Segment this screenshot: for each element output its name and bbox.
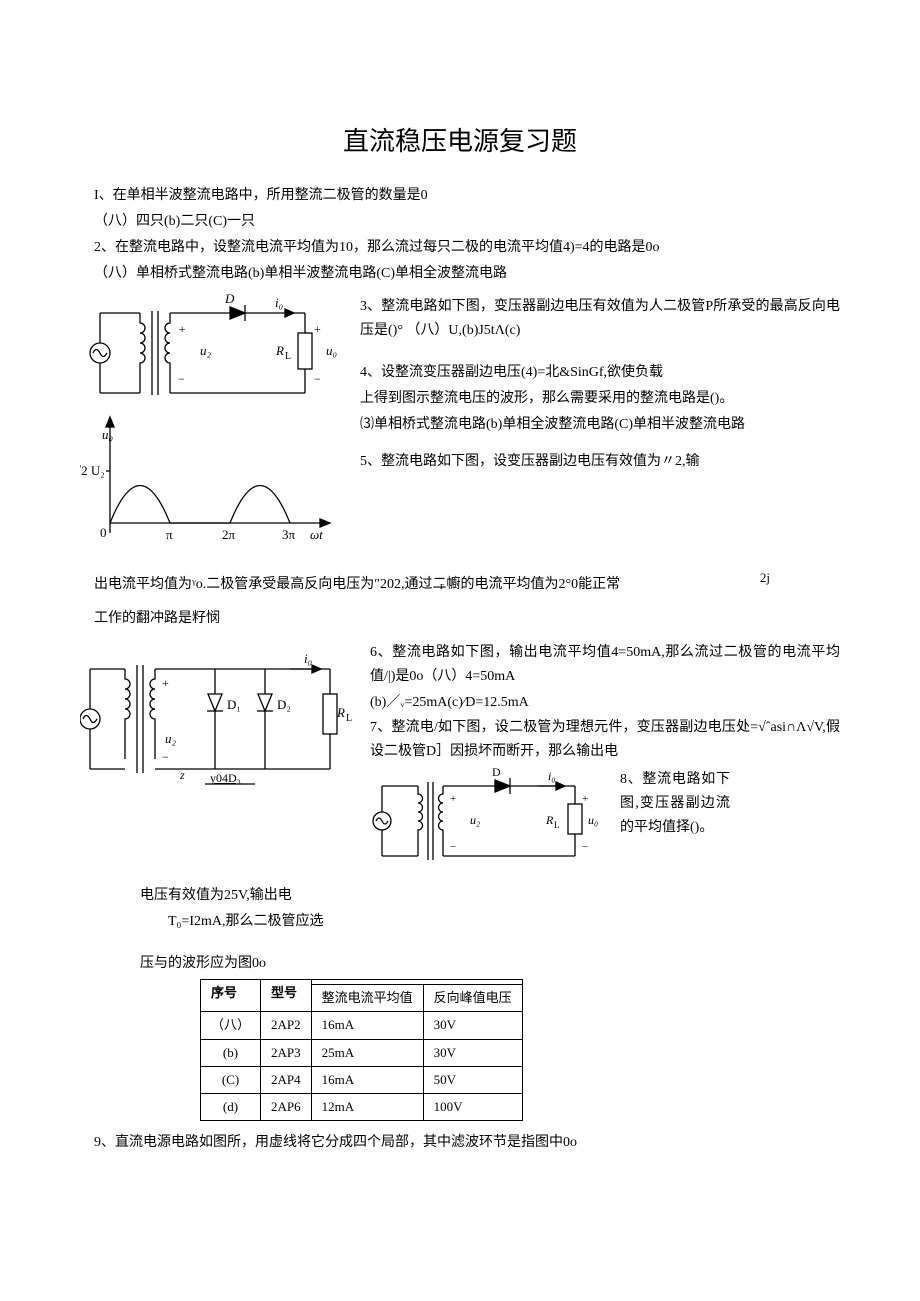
figure-rectifier-waveform: + − + − D i₀ u₂ R L u₀ [80,293,350,563]
q5-lead: 5、整流电路如下图，设变压器副边电压有效值为〃2,输 [360,450,840,474]
svg-text:u₀: u₀ [102,427,113,442]
svg-text:y04D₃: y04D₃ [210,771,241,785]
q4-c: ⑶单相桥式整流电路(b)单相全波整流电路(C)单相半波整流电路 [360,413,840,437]
q3-q5-block: + − + − D i₀ u₂ R L u₀ [80,293,840,563]
cell: 30V [423,1039,522,1066]
q8-row: D i₀ + − + − u₂ RL u₀ 8、整流电路如下图,变压器副边流的平… [370,766,840,876]
q5-tail: 工作的翻冲路是籽悯 [80,607,840,631]
q6-a: 6、整流电路如下图，输出电流平均值4=50mA,那么流过二极管的电流平均值/|)… [370,641,840,689]
svg-text:+: + [314,322,321,336]
q1-opts: （八）四只(b)二只(C)一只 [80,210,840,234]
svg-text:√2 U₂: √2 U₂ [80,463,105,478]
svg-text:u₀: u₀ [326,343,337,358]
table-row: （八） 2AP2 16mA 30V [201,1012,523,1039]
cell: 2AP6 [261,1093,312,1120]
svg-text:π: π [166,527,173,542]
cell: 100V [423,1093,522,1120]
svg-text:2π: 2π [222,527,236,542]
svg-text:+: + [178,322,186,336]
svg-text:−: − [178,372,185,386]
q9-text: 9、直流电源电路如图所，用虚线将它分成四个局部，其中滤波环节是指图中0o [80,1131,840,1155]
q4-b: 上得到图示整流电压的波形，那么需要采用的整流电路是()。 [360,387,840,411]
q5-sub: r [440,577,444,596]
cell: 16mA [311,1066,423,1093]
svg-text:+: + [582,793,588,805]
th-vrev: 反向峰值电压 [423,985,522,1012]
q8-a: 8、整流电路如下图,变压器副边流的平均值择()。 [620,768,730,839]
svg-text:u₂: u₂ [165,731,177,746]
cell: 2AP2 [261,1012,312,1039]
cell: （八） [201,1012,261,1039]
page-title: 直流稳压电源复习题 [80,120,840,164]
th-iavg: 整流电流平均值 [311,985,423,1012]
svg-text:u₂: u₂ [200,343,212,358]
th-model: 型号 [261,980,312,1012]
svg-text:z: z [179,768,185,782]
cell: 16mA [311,1012,423,1039]
svg-text:u₀: u₀ [588,813,598,827]
svg-text:i₀: i₀ [548,769,556,783]
cell: 25mA [311,1039,423,1066]
table-row: (d) 2AP6 12mA 100V [201,1093,523,1120]
svg-text:D: D [224,293,235,306]
svg-text:D: D [492,766,501,779]
q6-q7-block: + − u₂ z D₁ D₂ y04D₃ RL i₀ 6、整流电路如下图，输出电… [80,639,840,876]
q2-opts: （八）单相桥式整流电路(b)单相半波整流电路(C)单相全波整流电路 [80,262,840,286]
cell: 12mA [311,1093,423,1120]
q6-b: (b)／ᵥ=25mA(c)⁄D=12.5mA [370,691,840,715]
svg-text:3π: 3π [282,527,296,542]
q8-left-a: 电压有效值为25V,输出电 [140,884,840,908]
svg-text:R: R [275,343,284,358]
svg-text:i₀: i₀ [275,295,283,310]
cell: 2AP3 [261,1039,312,1066]
svg-text:−: − [450,841,456,853]
svg-text:L: L [285,351,291,362]
svg-text:u₂: u₂ [470,813,480,827]
table-intro: 压与的波形应为图0o [140,952,840,976]
svg-text:0: 0 [100,525,107,540]
q7-text: 7、整流电/如下图，设二极管为理想元件，变压器副边电压处=√ˆasi∩Λ√V,假… [370,716,840,764]
q5-frac-top: 2j [760,567,770,589]
svg-text:L: L [346,713,352,724]
table-row: (C) 2AP4 16mA 50V [201,1066,523,1093]
svg-text:+: + [162,676,169,690]
svg-text:L: L [554,820,560,830]
cell: 50V [423,1066,522,1093]
q2-text: 2、在整流电路中，设整流电流平均值为10，那么流过每只二极的电流平均值4)=4的… [80,236,840,260]
cell: (d) [201,1093,261,1120]
svg-text:i₀: i₀ [304,651,312,666]
q5-body: 出电流平均值为ᵞo.二极管承受最高反向电压为″202,通过二幮的电流平均值为2°… [80,573,840,597]
svg-text:−: − [162,750,169,764]
svg-text:ωt: ωt [310,527,323,542]
cell: (b) [201,1039,261,1066]
q1-text: I、在单相半波整流电路中，所用整流二极管的数量是0 [80,184,840,208]
cell: 2AP4 [261,1066,312,1093]
svg-text:R: R [545,813,554,827]
th-seq: 序号 [201,980,261,1012]
svg-text:−: − [314,372,321,386]
q3-text: 3、整流电路如下图，变压器副边电压有效值为人二极管P所承受的最高反向电压是()°… [360,295,840,343]
figure-bridge: + − u₂ z D₁ D₂ y04D₃ RL i₀ [80,639,360,809]
cell: 30V [423,1012,522,1039]
svg-text:D₂: D₂ [277,697,291,712]
cell: (C) [201,1066,261,1093]
q8-left-b: T₀=I2mA,那么二极管应选 [140,910,840,934]
content-body: I、在单相半波整流电路中，所用整流二极管的数量是0 （八）四只(b)二只(C)一… [80,184,840,1154]
diode-spec-table: 序号 型号 整流电流平均值 反向峰值电压 （八） 2AP2 16mA 30V (… [200,979,523,1120]
figure-halfwave-small: D i₀ + − + − u₂ RL u₀ [370,766,600,876]
table-row: (b) 2AP3 25mA 30V [201,1039,523,1066]
svg-text:+: + [450,793,456,805]
svg-text:−: − [582,841,588,853]
q4-a: 4、设整流变压器副边电压(4)=北&SinGf,欲使负载 [360,361,840,385]
svg-text:D₁: D₁ [227,697,241,712]
svg-text:R: R [336,705,345,720]
